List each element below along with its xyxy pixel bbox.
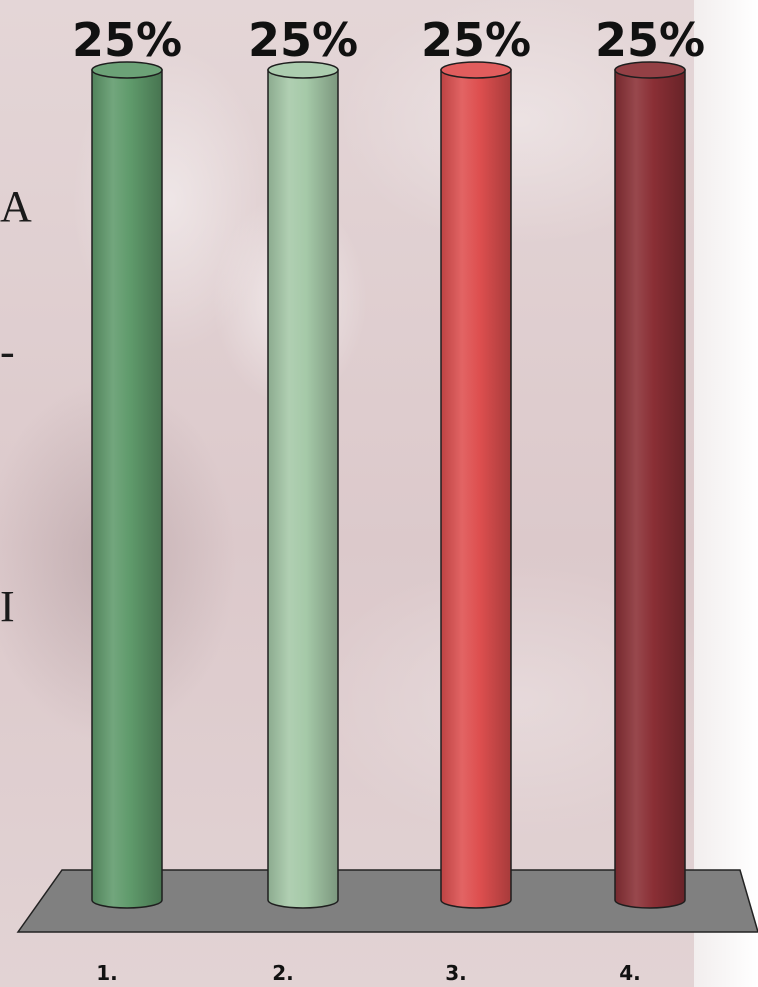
value-label-3: 25%	[421, 13, 531, 67]
bar-3	[440, 69, 512, 909]
value-label-1: 25%	[72, 13, 182, 67]
bar-2-top	[267, 61, 339, 79]
value-label-2: 25%	[248, 13, 358, 67]
x-tick-label-3: 3.	[445, 961, 467, 985]
bar-2	[267, 69, 339, 909]
bar-4-top	[614, 61, 686, 79]
value-label-4: 25%	[595, 13, 705, 67]
value-labels-group: 25% 25% 25% 25%	[72, 13, 705, 67]
chart-floor	[16, 869, 758, 933]
side-letter-a: A	[0, 182, 32, 231]
right-edge-strip	[694, 0, 758, 987]
bar-1-top	[91, 61, 163, 79]
bar-1	[91, 69, 163, 909]
side-letter-dash: -	[0, 327, 15, 376]
x-tick-label-1: 1.	[96, 961, 118, 985]
side-letter-i: I	[0, 582, 15, 631]
bar-3-top	[440, 61, 512, 79]
x-tick-labels-group: 1. 2. 3. 4.	[96, 961, 641, 985]
bar-4	[614, 69, 686, 909]
bars-group	[91, 61, 686, 909]
x-tick-label-2: 2.	[272, 961, 294, 985]
x-tick-label-4: 4.	[619, 961, 641, 985]
